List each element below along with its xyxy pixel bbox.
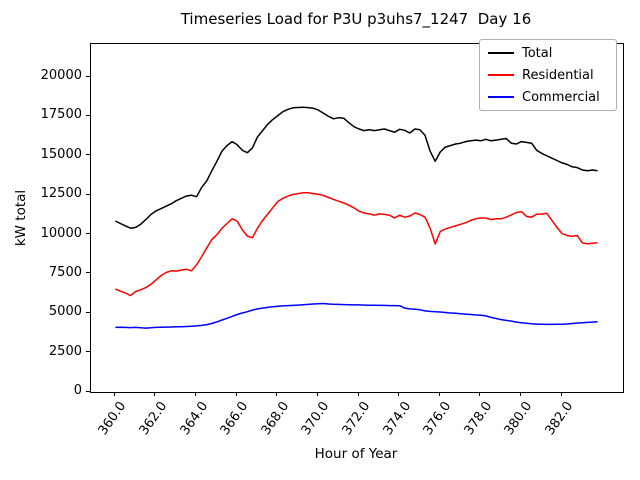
legend-label: Residential: [522, 67, 594, 83]
y-tick-mark: [86, 154, 90, 156]
y-tick-label: 15000: [40, 146, 82, 162]
y-tick-label: 12500: [40, 186, 82, 202]
y-tick-mark: [86, 390, 90, 392]
legend-swatch-residential: [488, 74, 514, 76]
legend-entry-commercial: Commercial: [480, 86, 616, 108]
y-tick-label: 5000: [48, 304, 82, 320]
x-tick-mark: [398, 392, 400, 396]
chart-title: Timeseries Load for P3U p3uhs7_1247 Day …: [180, 10, 532, 28]
y-tick-mark: [86, 75, 90, 77]
y-tick-mark: [86, 351, 90, 353]
y-tick-label: 0: [73, 383, 82, 398]
series-plot: [115, 106, 598, 329]
y-tick-label: 17500: [40, 107, 82, 123]
x-tick-mark: [519, 392, 521, 396]
legend: Total Residential Commercial: [479, 39, 617, 111]
y-axis-label: kW total: [13, 189, 29, 247]
x-tick-mark: [357, 392, 359, 396]
series-line-residential: [115, 192, 598, 297]
legend-entry-residential: Residential: [480, 64, 616, 86]
x-tick-mark: [154, 392, 156, 396]
y-tick-mark: [86, 233, 90, 235]
legend-label: Total: [522, 45, 553, 61]
series-line-total: [115, 106, 598, 229]
x-tick-mark: [235, 392, 237, 396]
x-axis-label: Hour of Year: [314, 446, 398, 462]
x-tick-mark: [316, 392, 318, 396]
y-tick-mark: [86, 272, 90, 274]
y-tick-label: 20000: [40, 68, 82, 84]
y-tick-label: 10000: [40, 225, 82, 241]
x-tick-mark: [560, 392, 562, 396]
y-tick-mark: [86, 114, 90, 116]
x-tick-mark: [479, 392, 481, 396]
y-tick-label: 2500: [48, 343, 82, 359]
legend-entry-total: Total: [480, 42, 616, 64]
y-tick-label: 7500: [48, 264, 82, 280]
series-line-commercial: [115, 302, 598, 329]
x-tick-mark: [276, 392, 278, 396]
x-tick-mark: [438, 392, 440, 396]
y-tick-mark: [86, 311, 90, 313]
x-tick-mark: [113, 392, 115, 396]
legend-label: Commercial: [522, 89, 600, 105]
legend-swatch-commercial: [488, 96, 514, 98]
y-tick-mark: [86, 193, 90, 195]
x-tick-mark: [195, 392, 197, 396]
legend-swatch-total: [488, 52, 514, 54]
